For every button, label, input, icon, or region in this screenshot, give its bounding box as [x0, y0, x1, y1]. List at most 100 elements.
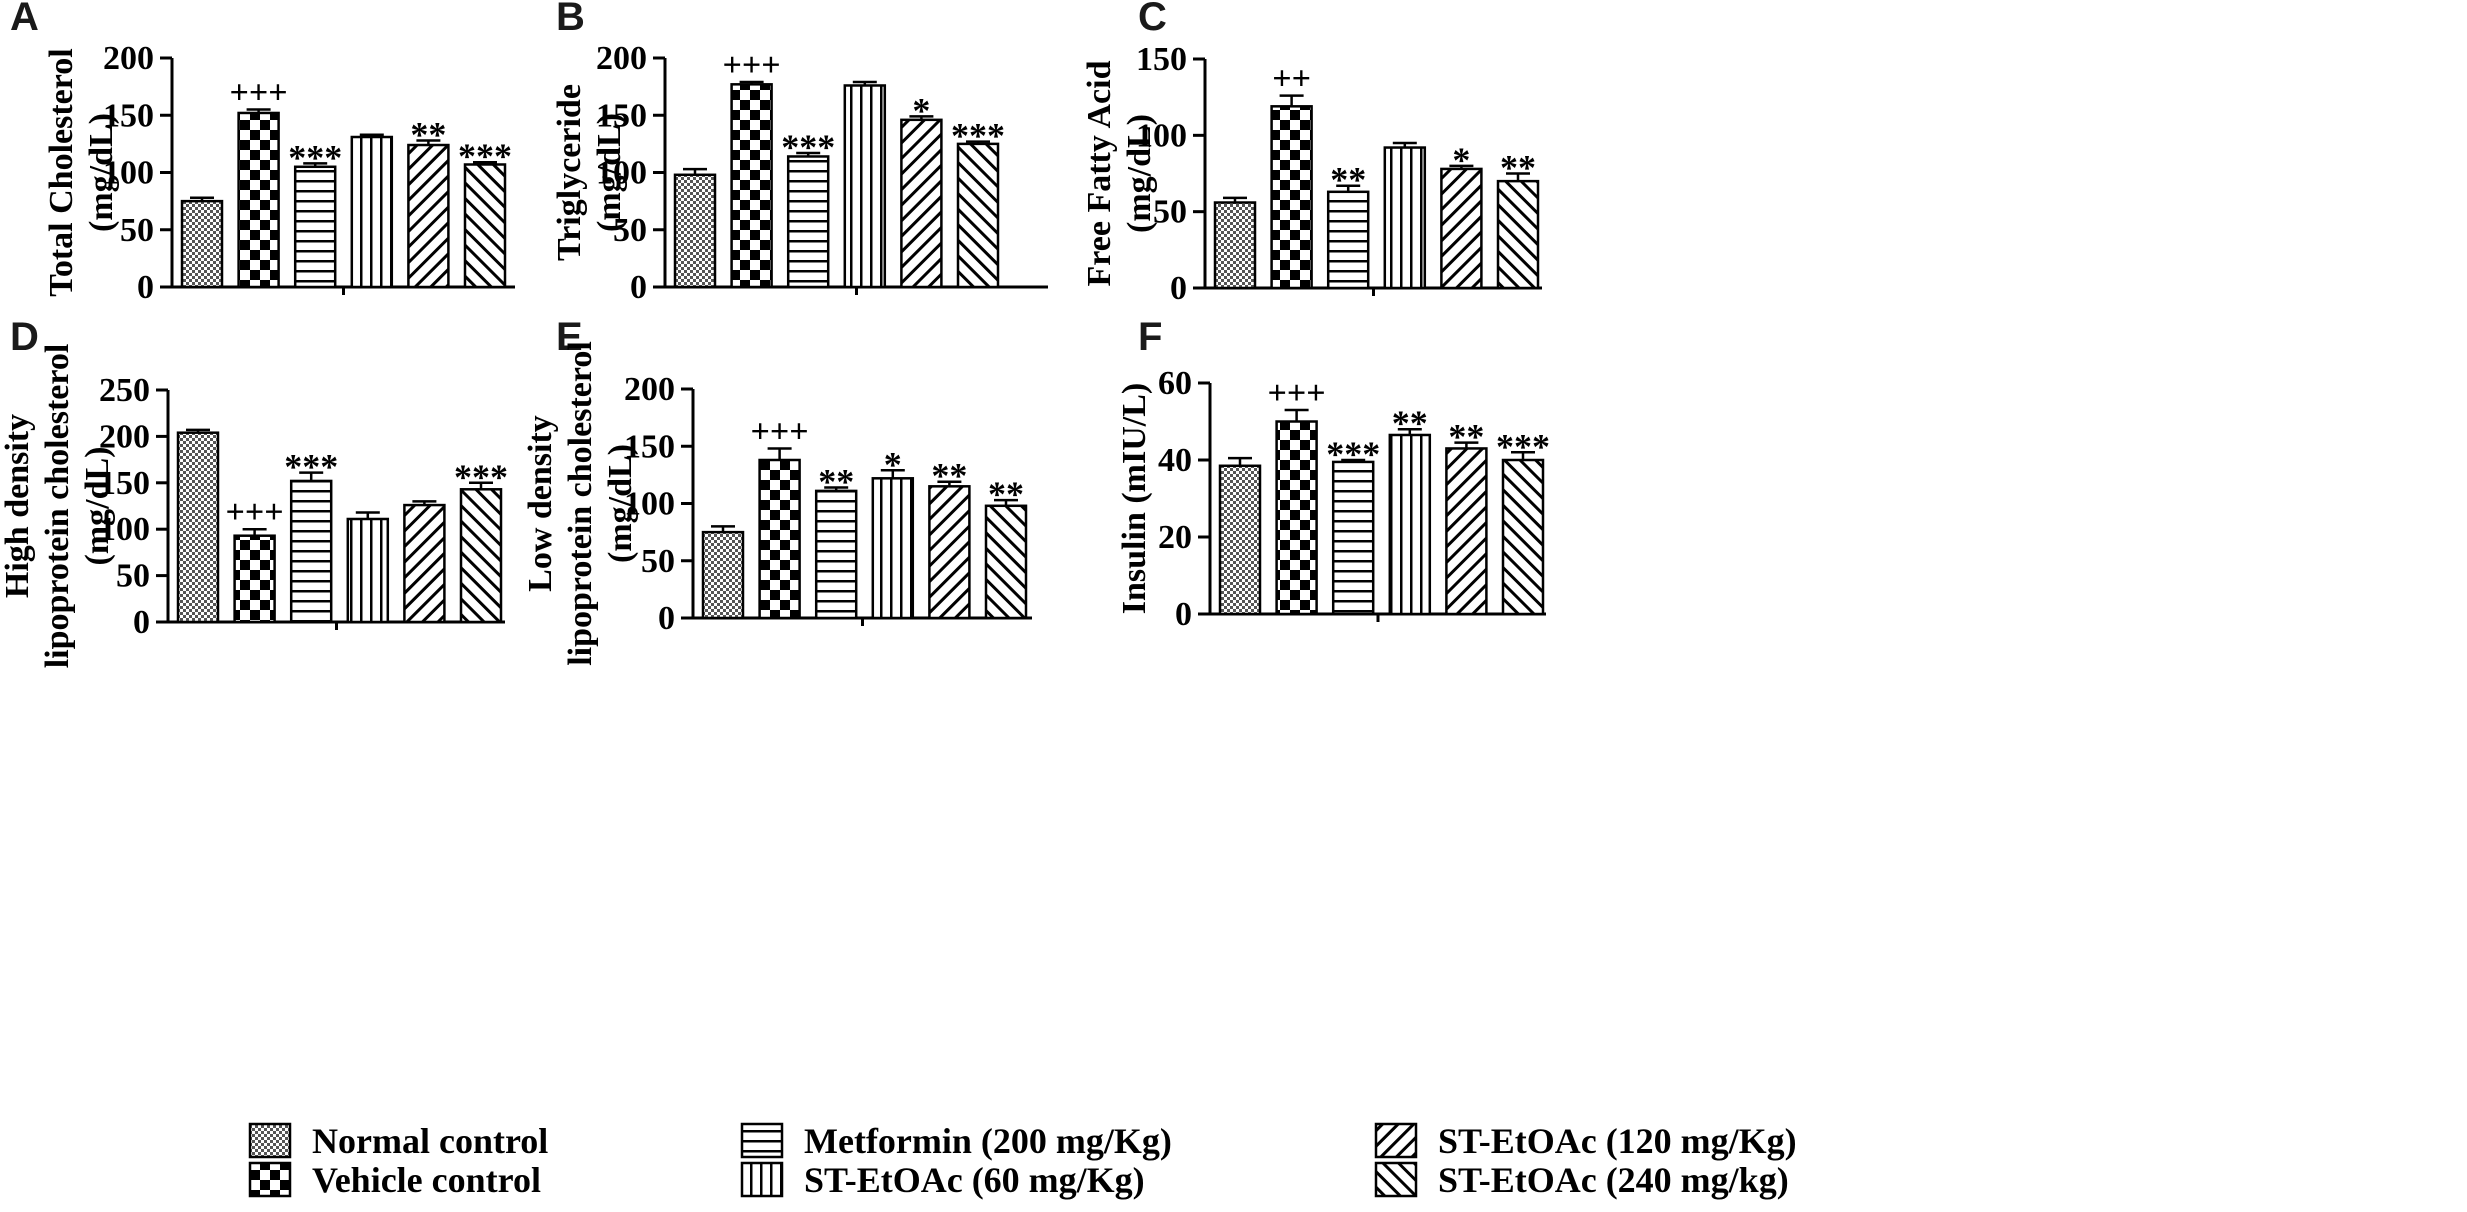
significance-mark: *	[1452, 140, 1470, 180]
y-tick-label: 0	[658, 600, 675, 637]
significance-mark: *	[912, 90, 930, 130]
legend-item-5: ST-EtOAc (120 mg/Kg)	[1374, 1121, 1797, 1161]
bar-6	[1496, 179, 1540, 290]
y-tick-label: 200	[99, 418, 150, 455]
legend-swatch	[1374, 1122, 1418, 1159]
legend-swatch	[248, 1122, 292, 1159]
significance-mark: +++	[751, 414, 809, 451]
y-tick-label: 0	[137, 269, 154, 306]
significance-mark: ***	[454, 457, 508, 497]
bar-5	[407, 143, 450, 289]
bar-4	[1388, 433, 1432, 616]
bar-3	[786, 155, 830, 289]
y-tick-label: 150	[1136, 41, 1187, 78]
legend-item-2: Vehicle control	[248, 1160, 541, 1200]
significance-mark: **	[1448, 417, 1484, 457]
panel-letter: F	[1138, 315, 1162, 359]
y-tick-label: 150	[596, 97, 647, 134]
bar-2	[237, 111, 280, 289]
legend-label: ST-EtOAc (240 mg/kg)	[1438, 1160, 1789, 1200]
significance-mark: **	[410, 114, 446, 154]
y-axis-label: Low density	[522, 415, 559, 592]
legend-item-6: ST-EtOAc (240 mg/kg)	[1374, 1160, 1789, 1200]
bar-3	[293, 165, 337, 289]
y-axis-label: (mg/dL)	[602, 444, 639, 563]
y-tick-label: 20	[1158, 519, 1192, 556]
bar-1	[180, 199, 224, 289]
y-tick-label: 0	[133, 604, 150, 641]
bar-5	[1445, 447, 1488, 616]
legend-item-1: Normal control	[248, 1121, 548, 1161]
y-axis-label: Triglyceride	[551, 84, 588, 261]
legend-swatch	[1374, 1161, 1418, 1198]
significance-mark: ***	[288, 137, 342, 177]
bar-6	[463, 163, 507, 289]
y-tick-label: 50	[613, 212, 647, 249]
y-tick-label: 50	[120, 212, 154, 249]
y-tick-label: 200	[103, 40, 154, 77]
y-tick-label: 150	[103, 97, 154, 134]
chart-panel-d: D 0 50 100 150 200 250 High density lipoprotein …	[0, 315, 508, 668]
y-axis-label: Insulin (mIU/L)	[1116, 383, 1153, 614]
bar-1	[701, 530, 745, 620]
significance-mark: **	[1330, 160, 1366, 200]
panel-letter: C	[1138, 0, 1167, 39]
panel-letter: B	[556, 0, 585, 39]
significance-mark: ***	[1496, 426, 1550, 466]
significance-mark: ***	[284, 447, 338, 487]
y-tick-label: 0	[630, 269, 647, 306]
significance-mark: +++	[1268, 375, 1326, 412]
significance-mark: **	[988, 474, 1024, 514]
bar-4	[843, 84, 887, 289]
bar-4	[346, 517, 390, 624]
legend-swatch	[740, 1161, 784, 1198]
significance-mark: ***	[781, 127, 835, 167]
y-axis-label: (mg/dL)	[1121, 114, 1158, 233]
y-tick-label: 40	[1158, 442, 1192, 479]
chart-panel-e: E 0 50 100 150 200 Low density lipoprotein chol…	[522, 315, 1032, 666]
y-axis-label: lipoprotein cholesterol	[39, 344, 76, 669]
bar-4	[350, 135, 394, 289]
y-axis-label: High density	[0, 414, 36, 598]
bar-6	[459, 488, 503, 624]
significance-mark: **	[931, 456, 967, 496]
y-tick-label: 200	[624, 371, 675, 408]
bar-2	[233, 534, 276, 624]
significance-mark: ***	[458, 136, 512, 176]
bar-4	[1383, 146, 1427, 290]
y-axis-label: (mg/dL)	[83, 113, 120, 232]
y-tick-label: 0	[1175, 596, 1192, 633]
y-tick-label: 150	[624, 428, 675, 465]
significance-mark: ***	[1326, 434, 1380, 474]
y-tick-label: 100	[596, 155, 647, 192]
y-tick-label: 50	[641, 543, 675, 580]
significance-mark: +++	[230, 75, 288, 112]
bar-5	[900, 118, 943, 289]
significance-mark: **	[1500, 148, 1536, 188]
legend-label: Vehicle control	[312, 1160, 541, 1200]
bar-6	[1501, 458, 1545, 616]
significance-mark: *	[884, 444, 902, 484]
y-axis-label: (mg/dL)	[591, 113, 628, 232]
significance-mark: +++	[226, 494, 284, 531]
legend-item-4: ST-EtOAc (60 mg/Kg)	[740, 1160, 1145, 1200]
bar-6	[984, 504, 1028, 620]
bar-5	[403, 503, 446, 624]
significance-mark: ***	[951, 116, 1005, 156]
panel-letter: D	[10, 315, 39, 359]
bar-1	[673, 173, 717, 289]
legend-swatch	[248, 1161, 292, 1198]
bar-1	[176, 431, 220, 624]
y-tick-label: 60	[1158, 365, 1192, 402]
bar-5	[928, 485, 971, 620]
bar-6	[956, 142, 1000, 289]
panel-letter: E	[556, 315, 583, 359]
significance-mark: **	[1392, 403, 1428, 443]
y-tick-label: 100	[1136, 117, 1187, 154]
legend-label: ST-EtOAc (60 mg/Kg)	[804, 1160, 1145, 1200]
bar-1	[1218, 464, 1262, 616]
legend-label: Normal control	[312, 1121, 548, 1161]
